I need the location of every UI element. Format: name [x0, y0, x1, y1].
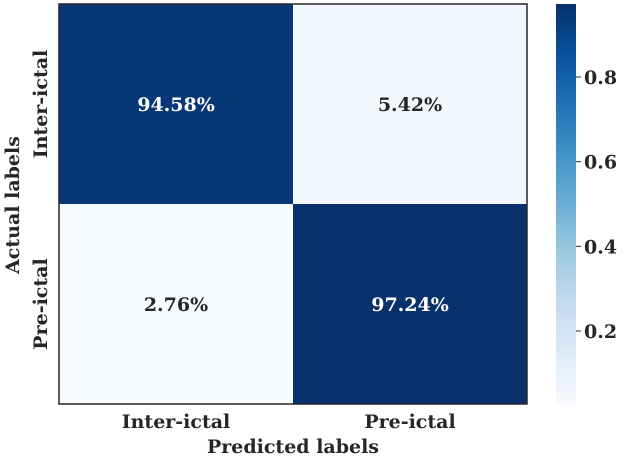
heatmap-cell — [59, 204, 293, 404]
heatmap-cells — [59, 4, 527, 404]
cell-value-label: 5.42% — [378, 94, 442, 116]
cell-value-label: 94.58% — [137, 94, 215, 116]
heatmap-cell — [293, 204, 527, 404]
heatmap-cell-labels: 94.58% 5.42% 2.76% 97.24% — [137, 94, 449, 316]
heatmap-frame — [58, 3, 528, 405]
y-tick-label: Pre-ictal — [30, 258, 52, 349]
colorbar-tick-label: 0.6 — [584, 152, 617, 174]
y-tick-label: Inter-ictal — [30, 50, 52, 159]
x-axis-label: Predicted labels — [207, 436, 379, 458]
colorbar-tick-label: 0.8 — [584, 67, 617, 89]
colorbar-ticks: 0.2 0.4 0.6 0.8 — [576, 67, 617, 343]
y-tick-labels: Inter-ictal Pre-ictal — [30, 50, 52, 350]
colorbar-tick-label: 0.4 — [584, 236, 617, 258]
cell-value-label: 2.76% — [144, 294, 208, 316]
heatmap-cell — [293, 4, 527, 204]
x-tick-label: Inter-ictal — [122, 411, 231, 433]
colorbar-tick-label: 0.2 — [584, 321, 617, 343]
cell-value-label: 97.24% — [371, 294, 449, 316]
x-tick-label: Pre-ictal — [364, 411, 455, 433]
y-axis-label: Actual labels — [2, 136, 24, 275]
colorbar — [556, 4, 576, 404]
heatmap-cell — [59, 4, 293, 204]
x-tick-labels: Inter-ictal Pre-ictal — [122, 411, 456, 433]
